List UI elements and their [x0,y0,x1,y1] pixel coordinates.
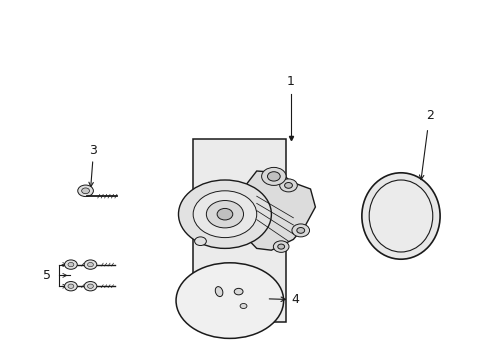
Circle shape [64,260,77,269]
Circle shape [279,179,297,192]
Polygon shape [244,171,315,250]
Circle shape [291,224,309,237]
Circle shape [194,237,206,246]
Text: 2: 2 [426,109,433,122]
Circle shape [64,282,77,291]
Circle shape [81,188,89,194]
Circle shape [68,284,74,288]
Text: 5: 5 [43,269,51,282]
Circle shape [68,262,74,267]
Text: 4: 4 [290,293,298,306]
Circle shape [240,303,246,309]
Ellipse shape [176,263,283,338]
Circle shape [87,284,93,288]
Ellipse shape [215,287,223,297]
Ellipse shape [361,173,439,259]
Circle shape [84,260,97,269]
Ellipse shape [368,180,432,252]
Circle shape [87,262,93,267]
Text: 3: 3 [89,144,97,157]
Circle shape [217,208,232,220]
Circle shape [267,172,280,181]
Circle shape [261,167,285,185]
Circle shape [277,244,284,249]
Text: 1: 1 [286,75,294,88]
Circle shape [78,185,93,197]
Circle shape [234,288,243,295]
Circle shape [284,183,292,188]
Circle shape [193,191,256,238]
Circle shape [296,228,304,233]
Bar [193,139,285,322]
Circle shape [206,201,243,228]
Circle shape [178,180,271,248]
Circle shape [84,282,97,291]
Circle shape [273,241,288,252]
